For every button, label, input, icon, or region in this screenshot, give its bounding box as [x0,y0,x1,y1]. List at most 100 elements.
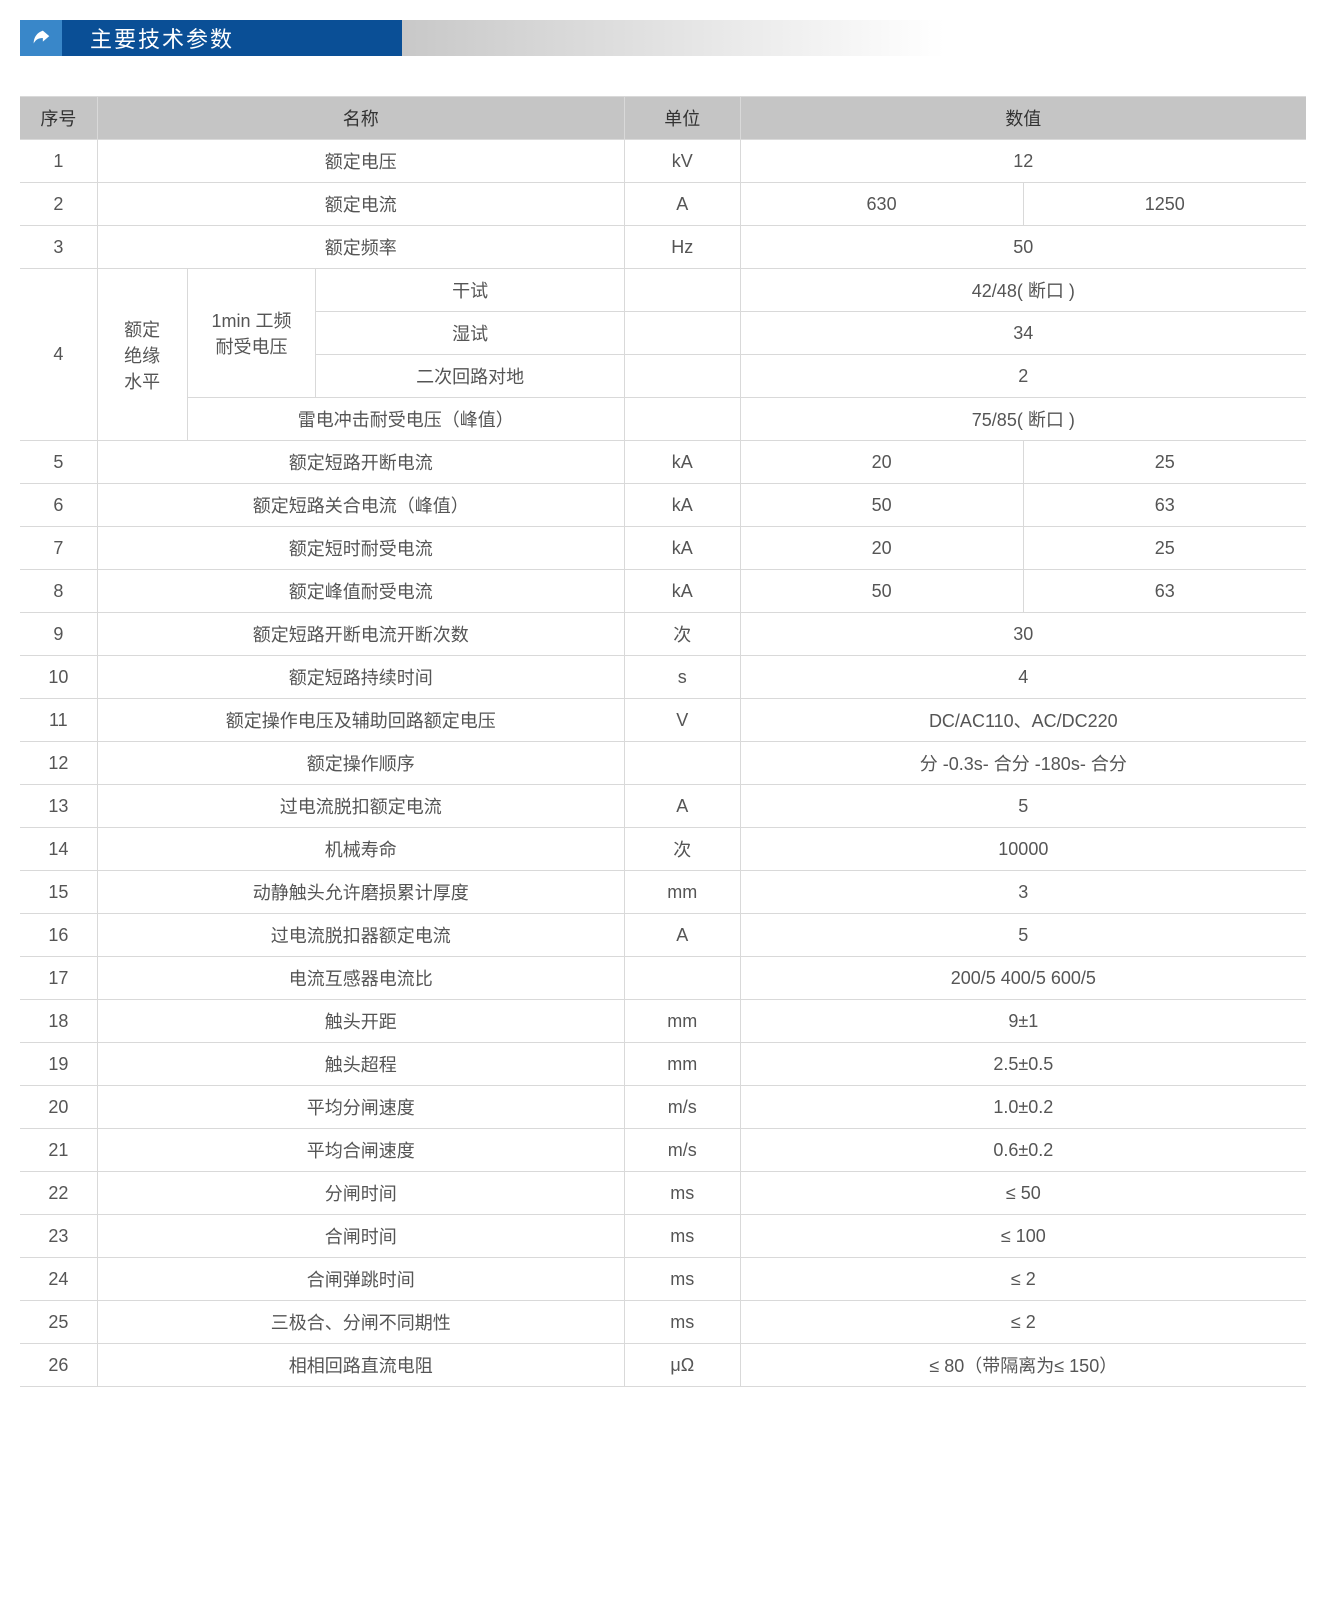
cell-name: 机械寿命 [97,828,624,871]
cell-name: 过电流脱扣器额定电流 [97,914,624,957]
cell-idx: 22 [20,1172,97,1215]
cell-unit: mm [624,1000,740,1043]
table-row: 17电流互感器电流比200/5 400/5 600/5 [20,957,1306,1000]
cell-unit: V [624,699,740,742]
cell-name: 合闸弹跳时间 [97,1258,624,1301]
cell-value: 50 [740,570,1023,613]
cell-value: 2.5±0.5 [740,1043,1306,1086]
cell-value: 50 [740,226,1306,269]
cell-idx: 24 [20,1258,97,1301]
cell-unit: A [624,914,740,957]
cell-unit: 次 [624,828,740,871]
cell-value: 30 [740,613,1306,656]
cell-name: 触头超程 [97,1043,624,1086]
cell-unit: A [624,183,740,226]
cell-idx: 1 [20,140,97,183]
cell-value: 0.6±0.2 [740,1129,1306,1172]
header-gradient [402,20,1306,56]
cell-value: 34 [740,312,1306,355]
table-body: 1额定电压kV122额定电流A63012503额定频率Hz504额定 绝缘 水平… [20,140,1306,1387]
cell-name: 触头开距 [97,1000,624,1043]
cell-unit: A [624,785,740,828]
cell-unit: ms [624,1301,740,1344]
cell-name: 额定短路开断电流开断次数 [97,613,624,656]
cell-unit: mm [624,1043,740,1086]
cell-idx: 15 [20,871,97,914]
cell-value: 分 -0.3s- 合分 -180s- 合分 [740,742,1306,785]
table-row: 18触头开距mm9±1 [20,1000,1306,1043]
cell-name: 额定电流 [97,183,624,226]
cell-value: 10000 [740,828,1306,871]
cell-name: 平均分闸速度 [97,1086,624,1129]
table-row: 26相相回路直流电阻μΩ≤ 80（带隔离为≤ 150） [20,1344,1306,1387]
cell-name: 相相回路直流电阻 [97,1344,624,1387]
cell-unit: ms [624,1215,740,1258]
cell-unit [624,355,740,398]
cell-idx: 11 [20,699,97,742]
table-row: 10额定短路持续时间s4 [20,656,1306,699]
cell-value: 63 [1023,484,1306,527]
cell-unit: kA [624,527,740,570]
cell-idx: 3 [20,226,97,269]
cell-idx: 23 [20,1215,97,1258]
cell-name: 额定频率 [97,226,624,269]
table-row: 4额定 绝缘 水平1min 工频 耐受电压干试42/48( 断口 ) [20,269,1306,312]
cell-idx: 10 [20,656,97,699]
cell-unit [624,312,740,355]
cell-idx: 8 [20,570,97,613]
cell-value: 75/85( 断口 ) [740,398,1306,441]
spec-table: 序号 名称 单位 数值 1额定电压kV122额定电流A63012503额定频率H… [20,96,1306,1387]
cell-name: 干试 [316,269,625,312]
cell-unit: ms [624,1258,740,1301]
cell-idx: 26 [20,1344,97,1387]
table-row: 16过电流脱扣器额定电流A5 [20,914,1306,957]
table-row: 2额定电流A6301250 [20,183,1306,226]
cell-name: 二次回路对地 [316,355,625,398]
cell-value: 25 [1023,441,1306,484]
table-row: 12额定操作顺序分 -0.3s- 合分 -180s- 合分 [20,742,1306,785]
table-row: 13过电流脱扣额定电流A5 [20,785,1306,828]
cell-value: ≤ 80（带隔离为≤ 150） [740,1344,1306,1387]
cell-name: 动静触头允许磨损累计厚度 [97,871,624,914]
section-header: 主要技术参数 [20,20,1306,56]
cell-value: ≤ 100 [740,1215,1306,1258]
cell-value: 25 [1023,527,1306,570]
cell-value: 9±1 [740,1000,1306,1043]
cell-value: 20 [740,441,1023,484]
table-row: 3额定频率Hz50 [20,226,1306,269]
cell-idx: 2 [20,183,97,226]
cell-name: 额定电压 [97,140,624,183]
cell-value: 4 [740,656,1306,699]
cell-value: 3 [740,871,1306,914]
cell-unit [624,269,740,312]
cell-unit: mm [624,871,740,914]
cell-name: 湿试 [316,312,625,355]
table-row: 5额定短路开断电流kA2025 [20,441,1306,484]
table-row: 6额定短路关合电流（峰值）kA5063 [20,484,1306,527]
cell-value: 12 [740,140,1306,183]
col-idx: 序号 [20,97,97,140]
cell-name: 分闸时间 [97,1172,624,1215]
cell-unit: kA [624,441,740,484]
table-row: 11额定操作电压及辅助回路额定电压VDC/AC110、AC/DC220 [20,699,1306,742]
cell-idx: 25 [20,1301,97,1344]
cell-unit: m/s [624,1129,740,1172]
cell-unit: ms [624,1172,740,1215]
cell-value: ≤ 2 [740,1258,1306,1301]
col-name: 名称 [97,97,624,140]
col-value: 数值 [740,97,1306,140]
cell-unit: s [624,656,740,699]
cell-unit: kV [624,140,740,183]
table-header-row: 序号 名称 单位 数值 [20,97,1306,140]
cell-name: 合闸时间 [97,1215,624,1258]
cell-unit: m/s [624,1086,740,1129]
cell-unit [624,742,740,785]
cell-name: 额定峰值耐受电流 [97,570,624,613]
cell-unit: kA [624,484,740,527]
cell-name: 三极合、分闸不同期性 [97,1301,624,1344]
cell-name: 额定短路关合电流（峰值） [97,484,624,527]
table-row: 8额定峰值耐受电流kA5063 [20,570,1306,613]
table-row: 25三极合、分闸不同期性ms≤ 2 [20,1301,1306,1344]
cell-idx: 6 [20,484,97,527]
cell-name: 过电流脱扣额定电流 [97,785,624,828]
